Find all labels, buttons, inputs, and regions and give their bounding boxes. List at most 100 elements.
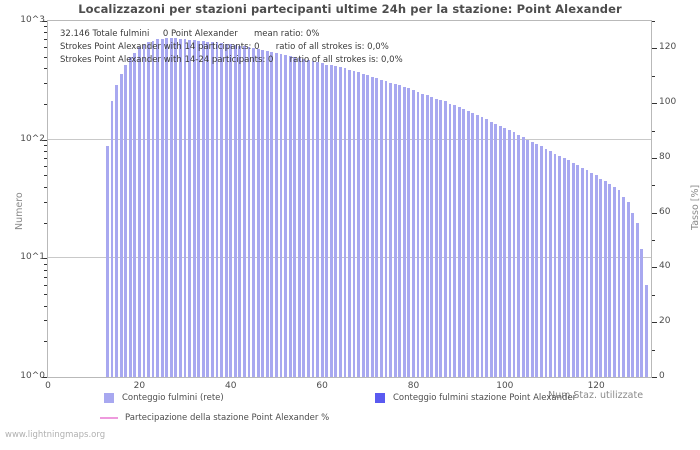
y-tick-left-minor	[44, 341, 47, 343]
bar	[494, 123, 498, 377]
bar	[316, 62, 319, 377]
bar	[475, 115, 479, 377]
y-tick-left-minor	[44, 39, 47, 41]
y-tick-left-minor	[44, 151, 47, 153]
bar	[247, 47, 251, 377]
bar	[206, 41, 210, 377]
bar	[389, 83, 393, 377]
bar	[279, 53, 283, 377]
bar	[517, 134, 520, 377]
bar	[549, 151, 552, 377]
y-tick-right-minor	[652, 349, 655, 351]
bar	[366, 75, 370, 377]
y-axis-right-label: Tasso [%]	[690, 184, 700, 230]
x-axis-label: Num.Staz. utilizzate	[548, 390, 644, 401]
bar	[430, 96, 434, 377]
bar	[320, 63, 324, 377]
bar	[412, 90, 415, 377]
bar	[274, 52, 278, 377]
bar	[503, 128, 507, 377]
y-tick-left-minor	[44, 68, 47, 70]
bar	[197, 40, 201, 377]
bar	[110, 101, 114, 377]
bar	[444, 101, 447, 377]
bar	[311, 61, 315, 377]
bar	[119, 73, 123, 377]
bar	[256, 49, 260, 377]
y-tick-left-minor	[44, 175, 47, 177]
bar	[608, 184, 612, 377]
bar	[535, 143, 539, 377]
bar	[489, 121, 493, 377]
bar	[243, 46, 246, 377]
legend-item-participation: Partecipazione della stazione Point Alex…	[100, 413, 329, 423]
y-tick-right-label: 60	[659, 206, 671, 217]
y-tick-right-minor	[652, 185, 655, 187]
y-tick-left-major	[42, 139, 47, 141]
bar	[407, 88, 411, 377]
y-tick-left-label: 10^3	[20, 15, 45, 25]
bar	[448, 103, 452, 377]
bar	[142, 44, 146, 377]
bar	[252, 48, 255, 377]
bar	[631, 213, 635, 377]
bar	[211, 42, 214, 377]
y-tick-left-minor	[44, 83, 47, 85]
y-tick-right-label: 120	[659, 42, 677, 53]
bar	[617, 189, 621, 377]
bar	[329, 65, 333, 377]
bar	[348, 69, 351, 377]
y-tick-right-major	[652, 267, 657, 269]
bar	[293, 56, 297, 377]
bar	[416, 92, 420, 377]
legend-swatch-network	[104, 393, 114, 403]
y-tick-left-minor	[44, 47, 47, 49]
bar	[466, 110, 470, 377]
bar	[599, 178, 603, 377]
y-tick-left-label: 10^0	[20, 371, 45, 381]
legend-label-participation: Partecipazione della stazione Point Alex…	[125, 413, 330, 423]
bar	[284, 54, 287, 377]
x-tick-label: 60	[316, 381, 328, 391]
y-tick-right-major	[652, 157, 657, 159]
y-tick-left-minor	[44, 201, 47, 203]
y-tick-left-minor	[44, 320, 47, 322]
bar	[124, 64, 128, 377]
bar	[421, 93, 424, 377]
y-tick-left-minor	[44, 56, 47, 58]
bar	[343, 68, 347, 377]
bar	[160, 38, 164, 377]
bar	[626, 201, 630, 377]
x-tick-label: 0	[45, 381, 51, 391]
y-tick-left-minor	[44, 158, 47, 160]
bar	[585, 170, 589, 377]
bar	[334, 65, 338, 377]
y-tick-right-major	[652, 212, 657, 214]
bar	[571, 162, 575, 377]
bar	[325, 64, 329, 377]
bar	[297, 57, 301, 377]
bar	[544, 148, 548, 377]
bar	[498, 126, 502, 377]
chart-title: Localizzazoni per stazioni partecipanti …	[78, 2, 622, 16]
bar	[375, 78, 379, 377]
bar	[439, 100, 443, 377]
bar	[361, 73, 365, 377]
y-tick-right-label: 40	[659, 261, 671, 272]
bars-layer	[48, 21, 651, 377]
bar	[590, 173, 594, 377]
y-tick-left-minor	[44, 186, 47, 188]
y-tick-right-minor	[652, 75, 655, 77]
bar	[370, 76, 374, 377]
bar	[640, 248, 644, 377]
x-tick-label: 120	[587, 381, 605, 391]
annotation-block: 32.146 Totale fulmini 0 Point Alexander …	[60, 28, 620, 67]
bar	[270, 51, 274, 377]
bar	[352, 70, 356, 377]
y-tick-left-minor	[44, 294, 47, 296]
bar	[174, 38, 178, 377]
bar	[393, 83, 397, 377]
annotation-line-total: 32.146 Totale fulmini 0 Point Alexander …	[60, 29, 320, 39]
bar	[526, 139, 530, 377]
